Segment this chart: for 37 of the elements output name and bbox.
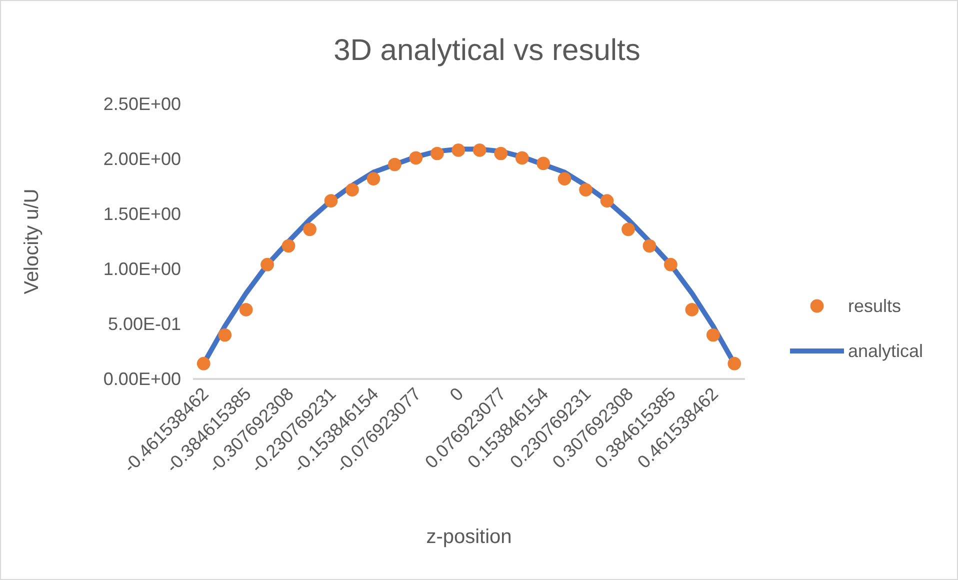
x-axis-title: z-position	[426, 526, 512, 548]
point	[706, 328, 720, 342]
y-tick-label: 2.00E+00	[103, 148, 181, 169]
point	[366, 172, 380, 186]
point	[239, 303, 253, 316]
point	[218, 328, 232, 342]
point	[622, 222, 635, 236]
point	[642, 239, 656, 253]
point	[388, 158, 402, 172]
point	[324, 194, 338, 208]
point	[728, 356, 742, 370]
y-tick-label: 5.00E-01	[108, 314, 181, 334]
legend-label: results	[848, 296, 902, 316]
y-tick-label: 1.50E+00	[103, 204, 181, 224]
y-tick-label: 1.00E+00	[103, 258, 181, 279]
point	[579, 183, 592, 196]
legend-label: analytical	[848, 341, 924, 361]
point	[430, 146, 444, 160]
point	[409, 151, 423, 165]
point	[494, 146, 508, 160]
point	[685, 303, 699, 316]
point	[664, 258, 678, 272]
y-axis-title: Velocity u/U	[21, 188, 43, 294]
point	[196, 356, 210, 370]
point	[600, 194, 614, 208]
point	[558, 172, 572, 186]
point	[260, 258, 274, 272]
point	[282, 239, 296, 253]
point	[472, 144, 486, 157]
point	[303, 222, 316, 236]
y-tick-label: 2.50E+00	[103, 94, 181, 114]
point	[346, 183, 359, 196]
chart-title: 3D analytical vs results	[334, 34, 640, 67]
point	[536, 156, 550, 170]
point	[452, 144, 466, 157]
y-tick-label: 0.00E+00	[103, 368, 181, 389]
point	[515, 151, 529, 165]
